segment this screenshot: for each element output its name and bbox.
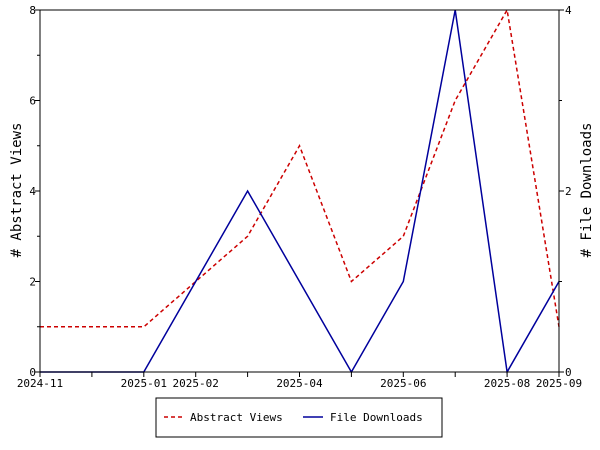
y-tick-label-left-8: 8	[29, 4, 36, 17]
y-tick-label-left-0: 0	[29, 366, 36, 379]
legend-box	[155, 397, 443, 438]
x-tick-label-2024-11: 2024-11	[17, 377, 63, 390]
axes: 2024-11 2025-01 2025-02 2025-04 2025-06 2025-…	[17, 4, 582, 390]
legend-label-abstract-views: Abstract Views	[190, 411, 283, 424]
y-axis-title-left: # Abstract Views	[9, 123, 25, 258]
x-tick-label-2025-01: 2025-01	[121, 377, 167, 390]
y-axis-title-right: # File Downloads	[579, 123, 595, 258]
plot-area	[39, 7, 560, 375]
legend: Abstract Views File Downloads	[155, 397, 443, 438]
y-tick-label-right-4: 4	[565, 4, 572, 17]
x-tick-label-2025-06: 2025-06	[380, 377, 426, 390]
series-line-file-downloads	[40, 9, 560, 375]
y-tick-label-right-2: 2	[565, 185, 572, 198]
x-tick-label-2025-09: 2025-09	[536, 377, 582, 390]
legend-label-file-downloads: File Downloads	[330, 411, 423, 424]
x-tick-label-2025-08: 2025-08	[484, 377, 530, 390]
series-line-abstract-views	[40, 7, 560, 328]
x-tick-label-2025-02: 2025-02	[173, 377, 219, 390]
y-tick-label-left-6: 6	[29, 95, 36, 108]
x-tick-label-2025-04: 2025-04	[276, 377, 323, 390]
y-tick-label-right-0: 0	[565, 366, 572, 379]
y-tick-label-left-2: 2	[29, 276, 36, 289]
y-tick-label-left-4: 4	[29, 185, 36, 198]
